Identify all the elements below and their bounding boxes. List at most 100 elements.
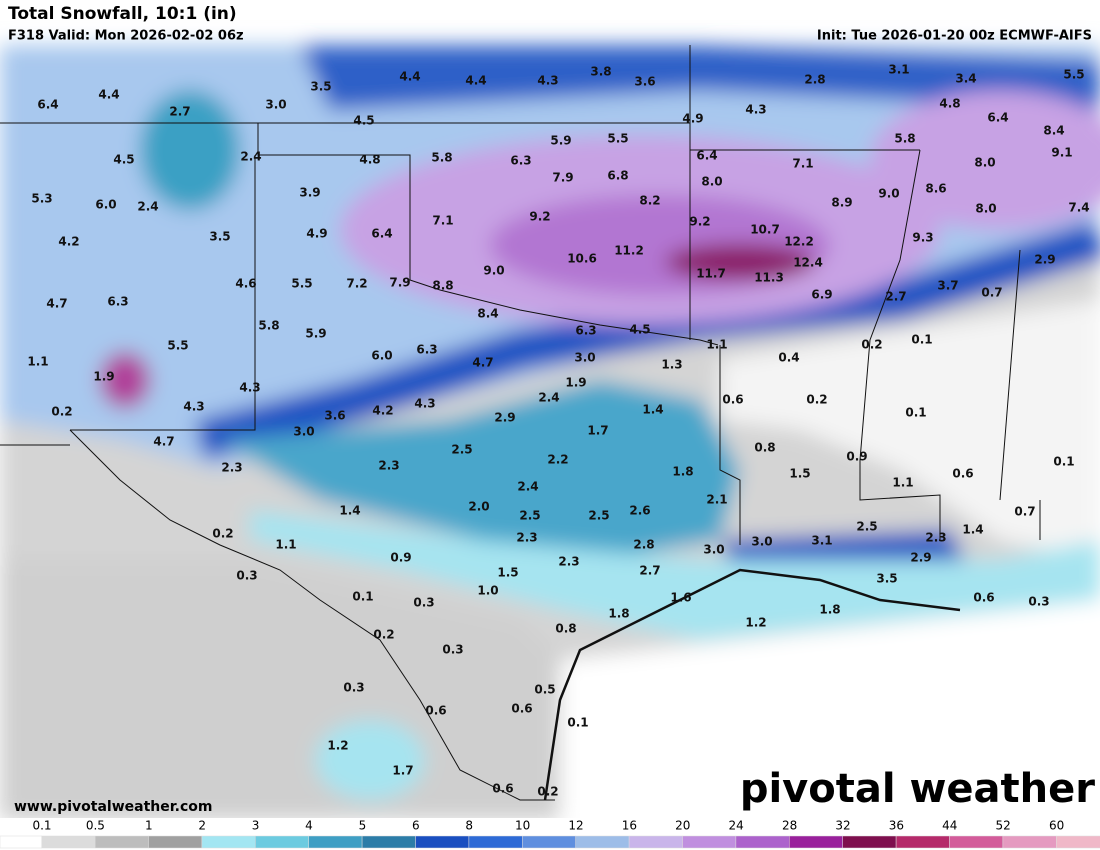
snow-label: 9.0 xyxy=(878,187,899,201)
snow-label: 4.2 xyxy=(58,235,79,249)
snow-field xyxy=(0,45,1100,820)
snow-label: 5.8 xyxy=(431,151,452,165)
colorbar-cell xyxy=(1002,835,1057,849)
snow-label: 1.1 xyxy=(27,355,48,369)
colorbar-cell xyxy=(522,835,576,849)
colorbar-cell xyxy=(201,835,256,849)
snow-label: 8.0 xyxy=(974,156,995,170)
colorbar-label: 6 xyxy=(412,819,420,833)
snow-label: 0.6 xyxy=(511,702,532,716)
snow-label: 1.4 xyxy=(642,403,663,417)
snow-label: 5.9 xyxy=(550,134,571,148)
snow-label: 1.7 xyxy=(587,424,608,438)
snow-label: 2.7 xyxy=(639,564,660,578)
snow-label: 2.5 xyxy=(588,509,609,523)
snow-label: 1.8 xyxy=(608,607,629,621)
snow-label: 3.5 xyxy=(876,572,897,586)
field-teal-nw xyxy=(140,90,240,210)
snow-label: 0.2 xyxy=(51,405,72,419)
init-time: Init: Tue 2026-01-20 00z ECMWF-AIFS xyxy=(817,29,1092,44)
snow-label: 0.1 xyxy=(567,716,588,730)
snow-label: 2.7 xyxy=(885,290,906,304)
field-gulf xyxy=(560,600,1100,820)
snow-label: 4.5 xyxy=(113,153,134,167)
snow-label: 3.0 xyxy=(751,535,772,549)
state-lines xyxy=(0,45,1041,545)
snow-label: 1.3 xyxy=(661,358,682,372)
snow-label: 0.3 xyxy=(442,643,463,657)
colorbar-cell xyxy=(1056,835,1100,849)
colorbar-cell xyxy=(361,835,416,849)
colorbar-label: 28 xyxy=(782,819,797,833)
snow-label: 4.3 xyxy=(239,381,260,395)
colorbar-label: 2 xyxy=(198,819,206,833)
snow-label: 12.2 xyxy=(784,235,814,249)
snow-label: 0.1 xyxy=(1053,455,1074,469)
snow-label: 3.5 xyxy=(209,230,230,244)
snow-label: 11.3 xyxy=(754,271,784,285)
snow-label: 0.2 xyxy=(806,393,827,407)
colorbar-cell xyxy=(842,835,897,849)
snow-label: 2.3 xyxy=(516,531,537,545)
snow-label: 10.6 xyxy=(567,252,597,266)
colorbar: 0.1 0.5 1 2 3 4 5 6 8 10 12 16 20 24 28 32 36 44 52 60 xyxy=(0,819,1100,849)
field-mexico-cyan xyxy=(315,720,425,800)
colorbar-label: 3 xyxy=(252,819,260,833)
colorbar-cell xyxy=(895,835,950,849)
snow-label: 11.2 xyxy=(614,244,644,258)
snow-label: 9.0 xyxy=(483,264,504,278)
snow-label: 0.3 xyxy=(413,596,434,610)
snow-label: 8.6 xyxy=(925,182,946,196)
snow-label: 3.7 xyxy=(937,279,958,293)
colorbar-label: 16 xyxy=(622,819,637,833)
snow-label: 3.9 xyxy=(299,186,320,200)
snow-label: 0.3 xyxy=(236,569,257,583)
snow-label: 2.4 xyxy=(538,391,559,405)
colorbar-cell xyxy=(789,835,843,849)
snow-label: 3.0 xyxy=(293,425,314,439)
snow-label: 4.3 xyxy=(537,74,558,88)
colorbar-label: 52 xyxy=(996,819,1011,833)
colorbar-cell xyxy=(735,835,790,849)
colorbar-label: 10 xyxy=(515,819,530,833)
snow-label: 2.4 xyxy=(137,200,158,214)
colorbar-cell xyxy=(255,835,309,849)
snow-label: 1.5 xyxy=(789,467,810,481)
snow-label: 4.9 xyxy=(682,112,703,126)
snow-label: 1.8 xyxy=(672,465,693,479)
colorbar-label: 44 xyxy=(942,819,957,833)
snow-label: 7.1 xyxy=(792,157,813,171)
snow-label: 5.5 xyxy=(291,277,312,291)
snow-label: 2.3 xyxy=(925,531,946,545)
colorbar-label: 0.1 xyxy=(32,819,51,833)
field-gray xyxy=(0,560,600,820)
snow-label: 2.3 xyxy=(558,555,579,569)
snow-label: 3.0 xyxy=(265,98,286,112)
snow-label: 4.7 xyxy=(46,297,67,311)
snow-label: 12.4 xyxy=(793,256,823,270)
snow-label: 1.9 xyxy=(565,376,586,390)
snow-label: 2.9 xyxy=(1034,253,1055,267)
snow-label: 5.3 xyxy=(31,192,52,206)
snow-label: 0.6 xyxy=(425,704,446,718)
snow-label: 1.1 xyxy=(275,538,296,552)
snow-label: 2.1 xyxy=(706,493,727,507)
colorbar-cell xyxy=(575,835,630,849)
colorbar-cell xyxy=(415,835,470,849)
field-core xyxy=(665,244,815,280)
snow-label: 6.0 xyxy=(371,349,392,363)
snow-label: 4.6 xyxy=(235,277,256,291)
snow-label: 4.4 xyxy=(98,88,119,102)
field-top-band xyxy=(300,45,1100,110)
colorbar-label: 36 xyxy=(889,819,904,833)
snow-label: 4.4 xyxy=(399,70,420,84)
snow-label: 2.9 xyxy=(494,411,515,425)
colorbar-cell xyxy=(949,835,1004,849)
colorbar-label: 8 xyxy=(465,819,473,833)
snow-label: 5.8 xyxy=(258,319,279,333)
snow-label: 3.1 xyxy=(811,534,832,548)
snow-label: 0.1 xyxy=(905,406,926,420)
snow-label: 2.6 xyxy=(629,504,650,518)
snow-label: 1.5 xyxy=(497,566,518,580)
